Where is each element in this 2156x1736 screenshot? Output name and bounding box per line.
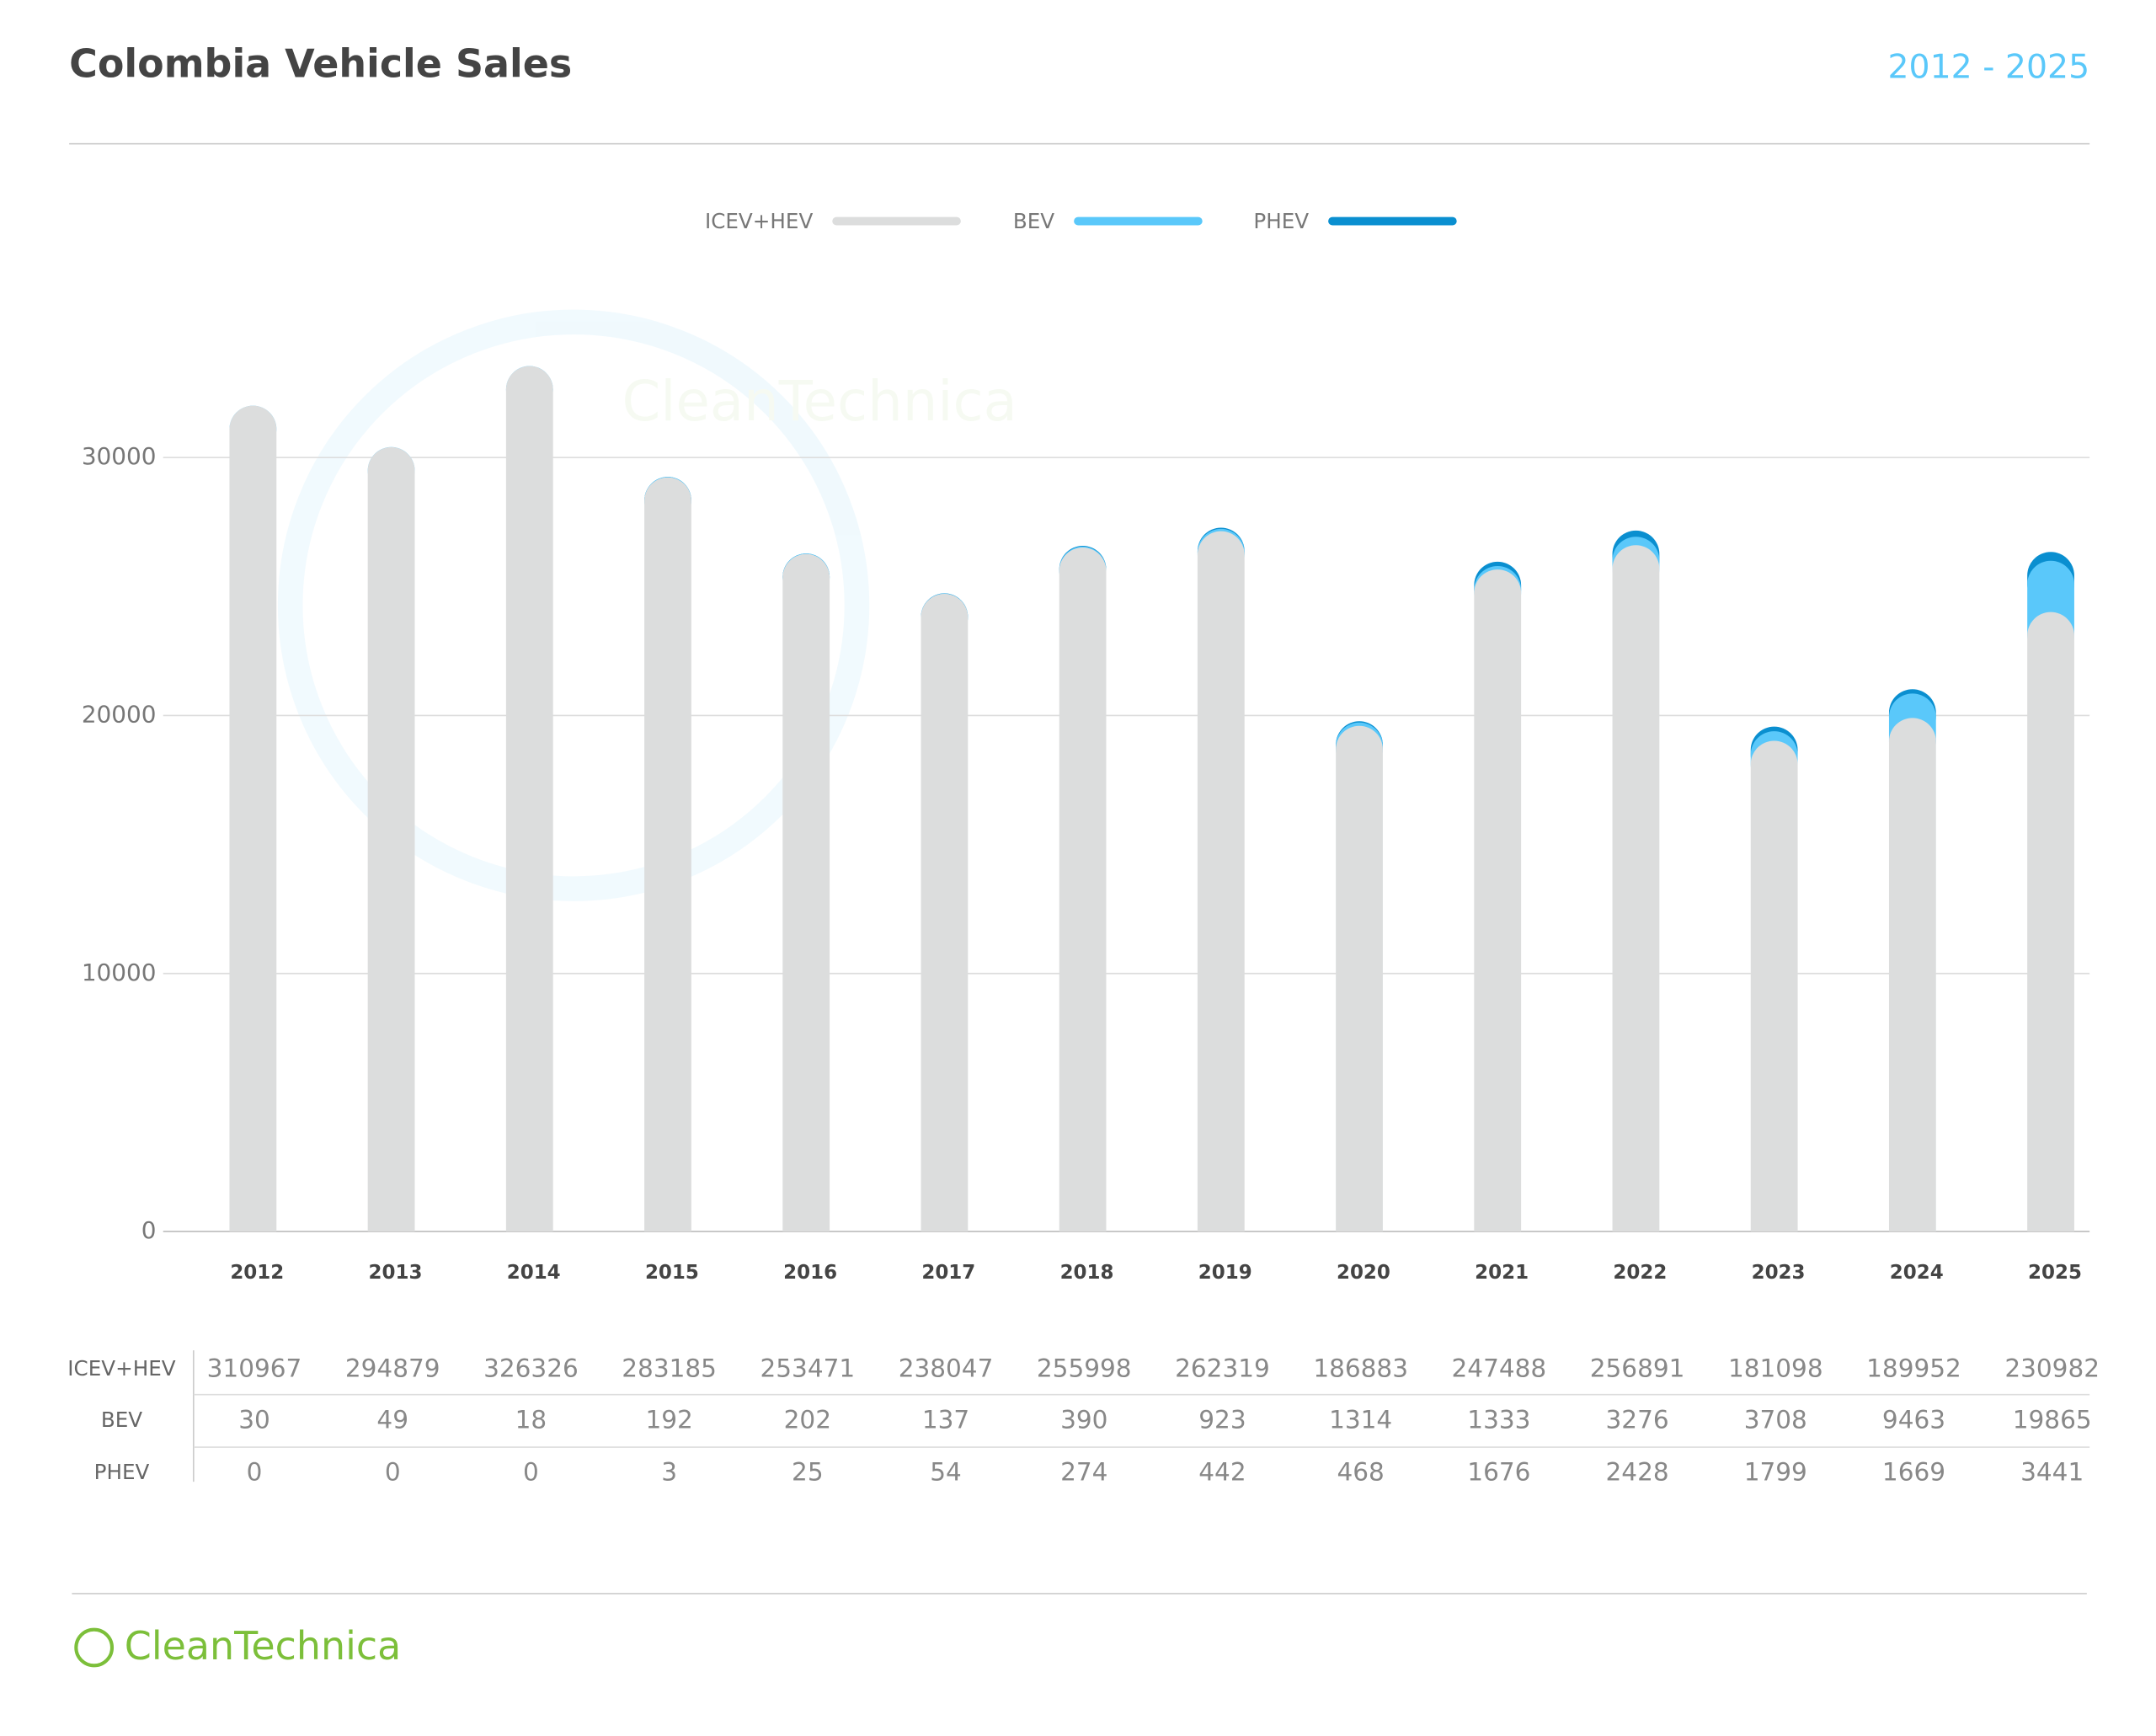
x-tick-label: 2024 <box>1890 1262 1944 1284</box>
table-cell: 3 <box>661 1458 677 1487</box>
table-cell: 923 <box>1198 1405 1246 1434</box>
x-tick-label: 2015 <box>645 1262 699 1284</box>
x-tick-label: 2025 <box>2028 1262 2082 1284</box>
y-tick-label: 20000 <box>82 700 157 728</box>
table-cell: 9463 <box>1882 1405 1945 1434</box>
table-cell: 326326 <box>483 1354 579 1383</box>
bar-segment <box>1336 725 1383 1232</box>
table-cell: 3276 <box>1606 1405 1669 1434</box>
table-cell: 192 <box>645 1405 692 1434</box>
x-tick-label: 2022 <box>1613 1262 1667 1284</box>
y-tick-label: 30000 <box>82 442 157 470</box>
bar-segment <box>782 553 830 1232</box>
table-cell: 247488 <box>1452 1354 1547 1383</box>
table-cell: 274 <box>1060 1458 1107 1487</box>
table-cell: 262319 <box>1175 1354 1270 1383</box>
table-cell: 442 <box>1198 1458 1246 1487</box>
x-tick-label: 2018 <box>1060 1262 1114 1284</box>
table-cell: 2428 <box>1606 1458 1669 1487</box>
bar-segment <box>2027 612 2074 1232</box>
table-cell: 283185 <box>622 1354 717 1383</box>
x-tick-label: 2014 <box>507 1262 561 1284</box>
table-row-header: ICEV+HEV <box>67 1356 175 1381</box>
table-cell: 189952 <box>1866 1354 1961 1383</box>
x-tick-label: 2013 <box>369 1262 423 1284</box>
table-cell: 1314 <box>1329 1405 1392 1434</box>
x-tick-label: 2019 <box>1198 1262 1252 1284</box>
bar-segment <box>921 594 969 1232</box>
table-cell: 49 <box>376 1405 408 1434</box>
table-cell: 1799 <box>1744 1458 1807 1487</box>
bar-segment <box>1750 740 1798 1232</box>
y-tick-label: 10000 <box>82 959 157 986</box>
bars <box>229 366 2074 1232</box>
y-tick-label: 0 <box>141 1216 157 1244</box>
x-tick-label: 2016 <box>783 1262 837 1284</box>
bar-segment <box>505 366 553 1232</box>
table-cell: 0 <box>385 1458 401 1487</box>
table-row-header: BEV <box>101 1407 142 1432</box>
x-tick-label: 2012 <box>230 1262 284 1284</box>
x-tick-label: 2017 <box>921 1262 975 1284</box>
table-cell: 310967 <box>207 1354 302 1383</box>
table-cell: 0 <box>247 1458 263 1487</box>
table-cell: 294879 <box>345 1354 440 1383</box>
bar-segment <box>1612 545 1660 1232</box>
bar-segment <box>644 477 691 1232</box>
bar-segment <box>1888 718 1936 1232</box>
footer-logo: CleanTechnica <box>74 1623 402 1669</box>
legend-label: BEV <box>1013 209 1054 233</box>
chart-subtitle: 2012 - 2025 <box>1888 48 2090 87</box>
table-cell: 253471 <box>760 1354 855 1383</box>
x-tick-label: 2021 <box>1475 1262 1529 1284</box>
table-cell: 1333 <box>1467 1405 1530 1434</box>
table-cell: 1676 <box>1467 1458 1530 1487</box>
table-cell: 19865 <box>2013 1405 2092 1434</box>
table-cell: 230982 <box>2004 1354 2100 1383</box>
table-row-header: PHEV <box>94 1460 150 1484</box>
x-tick-label: 2020 <box>1337 1262 1390 1284</box>
table-cell: 0 <box>523 1458 539 1487</box>
table-cell: 390 <box>1060 1405 1107 1434</box>
table-cell: 137 <box>922 1405 969 1434</box>
table-cell: 1669 <box>1882 1458 1945 1487</box>
logo-text: CleanTechnica <box>125 1623 402 1669</box>
table-cell: 3708 <box>1744 1405 1807 1434</box>
bar-segment <box>1197 531 1245 1232</box>
table-cell: 256891 <box>1590 1354 1685 1383</box>
table-cell: 255998 <box>1037 1354 1132 1383</box>
table-cell: 238047 <box>899 1354 994 1383</box>
table-cell: 54 <box>930 1458 962 1487</box>
watermark-ring <box>277 309 870 901</box>
bar-segment <box>1059 548 1107 1232</box>
bar-segment <box>1474 569 1522 1232</box>
watermark-text: CleanTechnica <box>622 370 1017 434</box>
x-tick-label: 2023 <box>1752 1262 1806 1284</box>
table-cell: 202 <box>784 1405 831 1434</box>
legend-label: PHEV <box>1253 209 1309 233</box>
legend-label: ICEV+HEV <box>705 209 813 233</box>
table-cell: 18 <box>515 1405 547 1434</box>
table-cell: 25 <box>792 1458 824 1487</box>
table-cell: 181098 <box>1728 1354 1823 1383</box>
bar-segment <box>367 446 415 1232</box>
table-cell: 3441 <box>2020 1458 2084 1487</box>
chart-title: Colombia Vehicle Sales <box>69 40 572 86</box>
table-cell: 30 <box>238 1405 270 1434</box>
table-cell: 468 <box>1337 1458 1384 1487</box>
watermark: CleanTechnica <box>277 309 1017 901</box>
logo-icon <box>74 1627 115 1668</box>
table-cell: 186883 <box>1313 1354 1408 1383</box>
bar-segment <box>229 405 277 1232</box>
